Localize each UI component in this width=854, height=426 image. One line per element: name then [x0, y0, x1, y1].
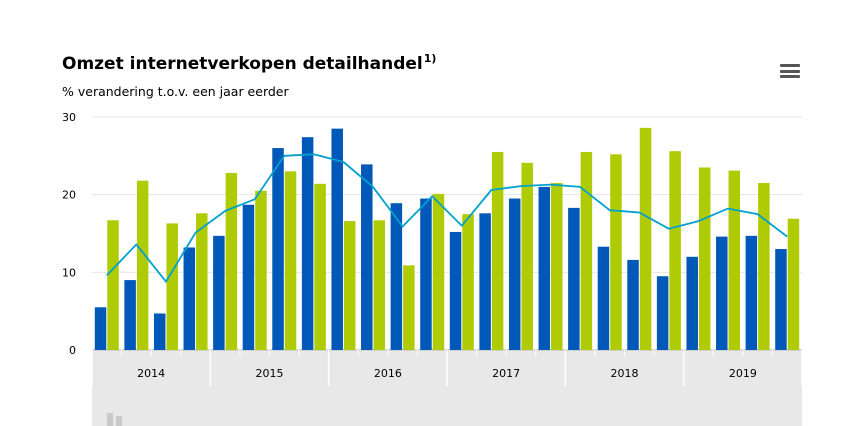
bar-blue: [242, 204, 255, 350]
x-axis-year-label: 2019: [729, 367, 757, 380]
bar-blue: [479, 213, 491, 350]
bar-blue: [775, 249, 787, 350]
bar-blue: [538, 186, 551, 350]
y-tick-label: 30: [62, 111, 76, 124]
logo-mark-left: [107, 413, 113, 426]
x-axis-year-label: 2018: [611, 367, 639, 380]
bar-green: [639, 127, 652, 350]
chart-subtitle: % verandering t.o.v. een jaar eerder: [62, 84, 289, 99]
x-axis-year-labels: 2014 2015 2016 2017 2018 2019: [137, 367, 757, 380]
bar-blue: [124, 280, 136, 350]
y-tick-label: 0: [69, 344, 76, 357]
bar-green: [373, 220, 386, 350]
bar-green: [610, 154, 622, 350]
bar-green: [107, 220, 119, 350]
chart-title-footnote: 1): [423, 52, 437, 65]
bar-blue: [745, 235, 758, 350]
x-axis-band: [91, 349, 803, 426]
hamburger-menu-icon[interactable]: [780, 63, 800, 79]
chart-title-text: Omzet internetverkopen detailhandel: [62, 54, 423, 74]
x-axis-year-label: 2016: [374, 367, 402, 380]
y-axis-tick-labels: 0 10 20 30: [62, 111, 76, 357]
bar-blue: [94, 307, 107, 350]
y-tick-label: 20: [62, 189, 76, 202]
bar-green: [669, 151, 681, 350]
bar-green: [136, 180, 149, 350]
bar-series: [94, 127, 800, 350]
menu-bar: [780, 75, 800, 78]
menu-bar: [780, 69, 800, 73]
bar-blue: [301, 137, 314, 350]
bar-blue: [656, 276, 669, 350]
line-series: [106, 153, 788, 283]
bar-blue: [627, 259, 639, 350]
bar-green: [255, 190, 267, 350]
bar-blue: [716, 236, 728, 350]
bar-blue: [153, 313, 166, 350]
x-axis-year-label: 2014: [137, 367, 165, 380]
bar-blue: [686, 256, 698, 350]
bar-green: [343, 221, 356, 350]
bar-blue: [568, 207, 580, 350]
bar-green: [462, 214, 474, 350]
bar-green: [225, 172, 238, 350]
bar-green: [580, 151, 593, 350]
bar-green: [432, 193, 445, 350]
bar-blue: [213, 235, 225, 350]
bar-blue: [449, 231, 462, 350]
logo-mark-right: [116, 416, 122, 426]
bar-blue: [361, 164, 373, 350]
bar-green: [196, 213, 208, 350]
series-line: [106, 153, 788, 283]
cbs-logo: [107, 413, 122, 426]
y-tick-label: 10: [62, 266, 76, 279]
bar-green: [403, 265, 415, 350]
menu-bar: [780, 64, 800, 67]
bar-blue: [331, 128, 343, 350]
x-axis-year-label: 2015: [256, 367, 284, 380]
bar-blue: [508, 198, 521, 350]
x-axis-year-label: 2017: [492, 367, 520, 380]
bar-blue: [183, 247, 196, 350]
chart-title: Omzet internetverkopen detailhandel1): [62, 52, 436, 74]
bar-green: [491, 151, 504, 350]
bar-green: [314, 183, 326, 350]
bar-blue: [390, 203, 403, 350]
bar-blue: [420, 198, 432, 350]
y-gridlines: [92, 116, 802, 273]
bar-green: [758, 183, 770, 350]
bar-blue: [272, 148, 284, 350]
bar-blue: [597, 246, 610, 350]
bar-green: [728, 170, 741, 350]
bar-green: [166, 223, 178, 350]
bar-green: [284, 171, 297, 350]
bar-green: [698, 167, 711, 350]
bar-green: [521, 162, 533, 350]
bar-green: [787, 218, 800, 350]
bar-green: [551, 183, 563, 350]
